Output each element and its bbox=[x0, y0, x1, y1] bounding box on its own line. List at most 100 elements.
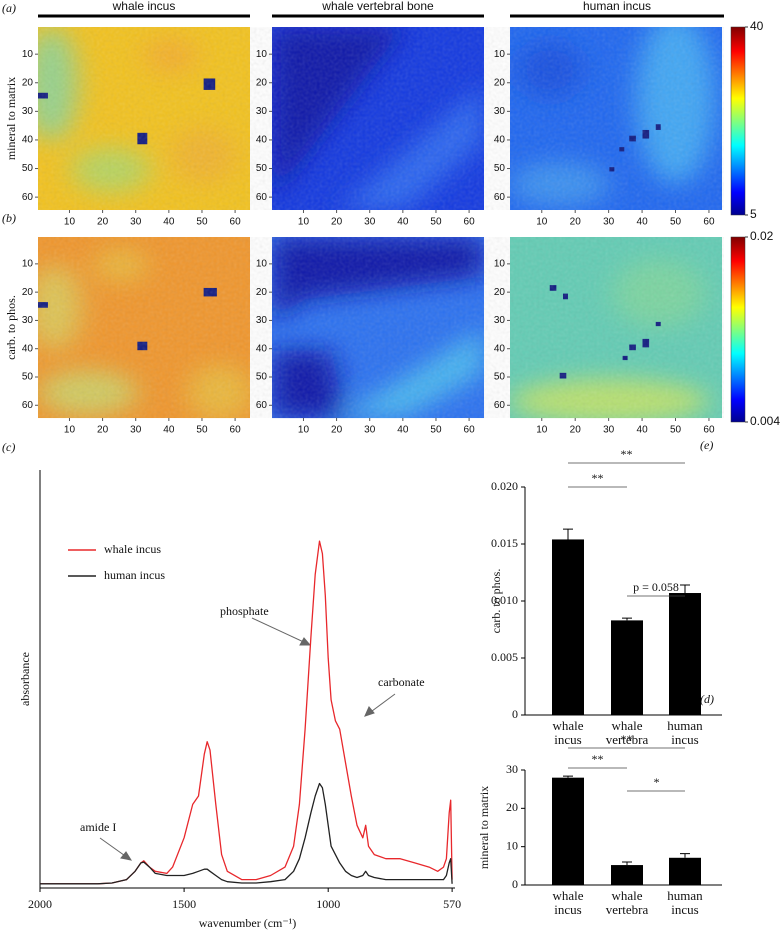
y-tick-label: 50 bbox=[494, 163, 506, 174]
y-tick-label: 30 bbox=[22, 106, 34, 117]
y-tick-label: 40 bbox=[494, 135, 506, 146]
panel-label: (e) bbox=[700, 438, 713, 452]
y-tick-label: 0.020 bbox=[491, 479, 518, 493]
x-tick-label: 50 bbox=[670, 425, 682, 436]
legend-label: whale incus bbox=[104, 542, 161, 556]
error-bar bbox=[563, 775, 573, 778]
y-axis-label: mineral to matrix bbox=[477, 786, 491, 869]
pixel-noise bbox=[38, 27, 724, 418]
panel-title: human incus bbox=[583, 0, 651, 13]
x-tick-label: 10 bbox=[64, 217, 76, 228]
x-tick-label: 60 bbox=[464, 425, 476, 436]
x-tick-label: 40 bbox=[637, 217, 649, 228]
y-tick-label: 20 bbox=[22, 287, 34, 298]
colorbar-tick-label: 0.004 bbox=[750, 414, 780, 428]
x-tick-label: 30 bbox=[603, 425, 615, 436]
y-tick-label: 50 bbox=[256, 163, 268, 174]
x-tick-label: 10 bbox=[536, 217, 548, 228]
y-tick-label: 10 bbox=[506, 838, 518, 852]
y-tick-label: 30 bbox=[494, 106, 506, 117]
y-tick-label: 40 bbox=[22, 343, 34, 354]
y-tick-label: 30 bbox=[256, 315, 268, 326]
bar bbox=[611, 620, 643, 715]
bar bbox=[669, 857, 701, 885]
x-tick-label: 30 bbox=[130, 217, 142, 228]
x-tick-label: 60 bbox=[464, 217, 476, 228]
significance-label: ** bbox=[592, 471, 604, 485]
x-tick-label: 10 bbox=[298, 217, 310, 228]
arrows bbox=[99, 617, 396, 861]
x-tick-label: 20 bbox=[331, 425, 343, 436]
x-tick-label: 570 bbox=[443, 897, 461, 911]
x-tick-label: whale vertebra bbox=[605, 888, 649, 917]
y-tick-label: 60 bbox=[494, 192, 506, 203]
spectrum-line bbox=[40, 782, 453, 885]
y-axis-label: absorbance bbox=[18, 652, 32, 706]
x-tick-label: 40 bbox=[637, 425, 649, 436]
y-tick-label: 10 bbox=[494, 49, 506, 60]
x-tick-label: whale vertebra bbox=[605, 718, 649, 747]
annotation: carbonate bbox=[378, 675, 425, 689]
y-tick-label: 0.005 bbox=[491, 650, 518, 664]
x-tick-label: 30 bbox=[603, 217, 615, 228]
y-tick-label: 20 bbox=[494, 77, 506, 88]
bar bbox=[669, 593, 701, 715]
y-tick-label: 50 bbox=[494, 372, 506, 383]
y-tick-label: 60 bbox=[22, 192, 34, 203]
x-tick-label: whale incus bbox=[552, 718, 584, 747]
panel-title: whale incus bbox=[112, 0, 176, 13]
y-tick-label: 0 bbox=[512, 707, 518, 721]
error-bar bbox=[622, 861, 632, 866]
error-bar bbox=[680, 853, 690, 858]
x-tick-label: 40 bbox=[397, 425, 409, 436]
x-tick-label: 1000 bbox=[316, 897, 340, 911]
x-tick-label: 50 bbox=[196, 425, 208, 436]
x-tick-label: 60 bbox=[703, 425, 715, 436]
x-tick-label: 1500 bbox=[172, 897, 196, 911]
colorbar-tick-label: 5 bbox=[750, 207, 757, 221]
y-tick-label: 30 bbox=[494, 315, 506, 326]
panel-label: (a) bbox=[2, 1, 16, 15]
x-tick-label: 2000 bbox=[28, 897, 52, 911]
x-tick-label: 60 bbox=[703, 217, 715, 228]
y-tick-label: 10 bbox=[256, 259, 268, 270]
x-tick-label: 20 bbox=[570, 425, 582, 436]
y-tick-label: 60 bbox=[256, 400, 268, 411]
significance-label: p = 0.058 bbox=[633, 580, 679, 594]
y-axis-label: carb. to phos. bbox=[4, 295, 18, 360]
x-tick-label: 20 bbox=[331, 217, 343, 228]
x-tick-label: human incus bbox=[667, 718, 703, 747]
x-tick-label: 40 bbox=[397, 217, 409, 228]
legend-label: human incus bbox=[104, 568, 165, 582]
y-tick-label: 20 bbox=[256, 287, 268, 298]
y-tick-label: 50 bbox=[22, 372, 34, 383]
y-tick-label: 40 bbox=[494, 343, 506, 354]
x-tick-label: 10 bbox=[298, 425, 310, 436]
bar bbox=[611, 865, 643, 885]
x-tick-label: 30 bbox=[364, 217, 376, 228]
x-tick-label: 20 bbox=[97, 217, 109, 228]
y-tick-label: 20 bbox=[506, 800, 518, 814]
y-tick-label: 40 bbox=[256, 135, 268, 146]
spectrum-line bbox=[40, 540, 453, 885]
significance-label: ** bbox=[592, 752, 604, 766]
panel-label: (c) bbox=[2, 440, 15, 454]
colorbar-tick-label: 40 bbox=[750, 19, 764, 33]
y-tick-label: 40 bbox=[22, 135, 34, 146]
y-tick-label: 30 bbox=[506, 762, 518, 776]
panel-label: (b) bbox=[2, 211, 16, 225]
annotation: phosphate bbox=[220, 604, 269, 618]
y-tick-label: 10 bbox=[494, 259, 506, 270]
x-tick-label: 10 bbox=[536, 425, 548, 436]
y-axis-label: mineral to matrix bbox=[4, 77, 18, 160]
y-tick-label: 60 bbox=[256, 192, 268, 203]
y-tick-label: 50 bbox=[22, 163, 34, 174]
panel-label: (d) bbox=[700, 692, 714, 706]
significance-label: * bbox=[653, 775, 659, 789]
y-tick-label: 0.015 bbox=[491, 536, 518, 550]
x-tick-label: 30 bbox=[364, 425, 376, 436]
x-tick-label: whale incus bbox=[552, 888, 584, 917]
y-tick-label: 20 bbox=[22, 77, 34, 88]
